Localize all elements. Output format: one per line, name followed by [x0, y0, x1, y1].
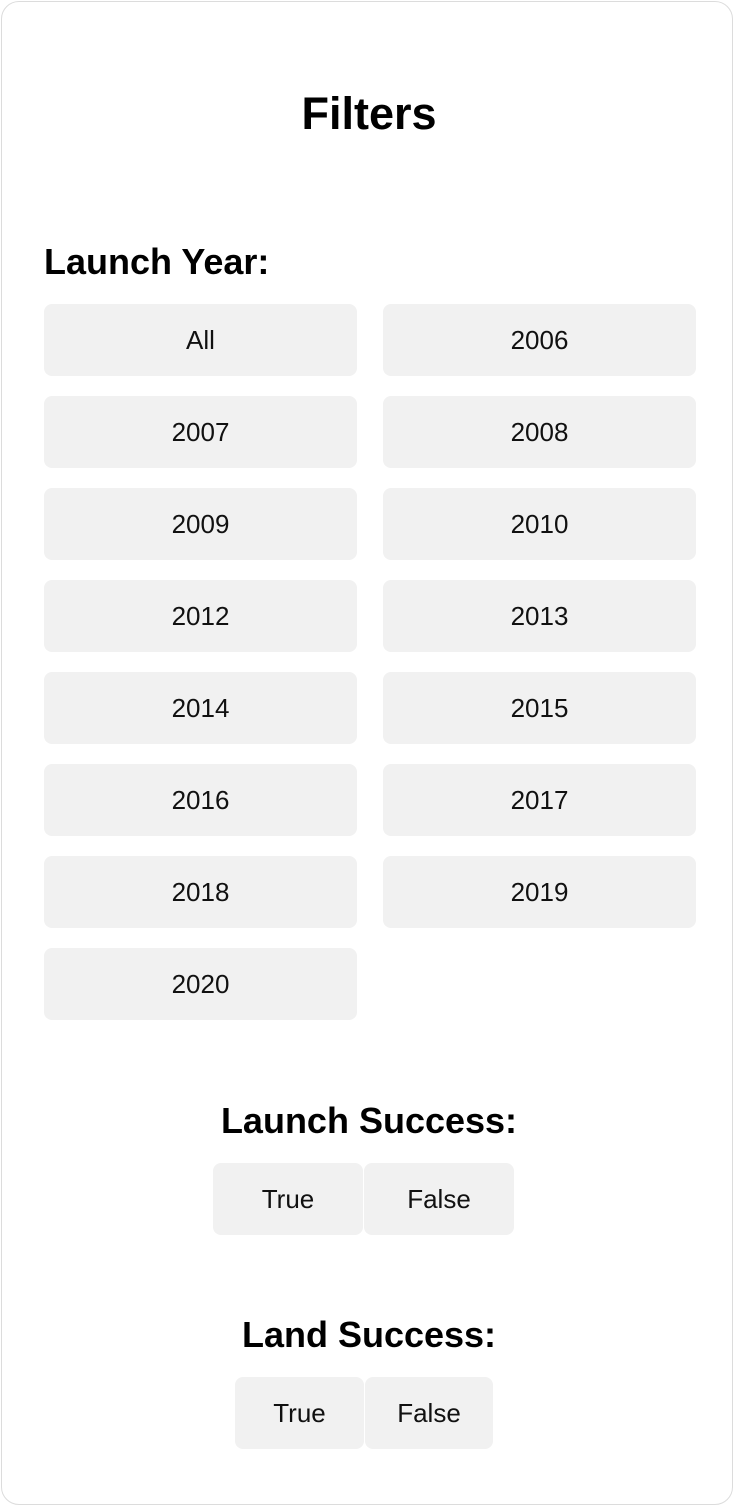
- launch-success-heading: Launch Success:: [220, 1100, 518, 1141]
- year-button-2015[interactable]: 2015: [383, 672, 696, 744]
- year-button-2010[interactable]: 2010: [383, 488, 696, 560]
- year-button-2009[interactable]: 2009: [44, 488, 357, 560]
- year-button-2012[interactable]: 2012: [44, 580, 357, 652]
- year-button-2007[interactable]: 2007: [44, 396, 357, 468]
- launch-year-options: All 2006 2007 2008 2009 2010 2012 2013 2…: [44, 304, 696, 1020]
- land-success-options: True False: [235, 1377, 493, 1449]
- year-button-2016[interactable]: 2016: [44, 764, 357, 836]
- year-button-2019[interactable]: 2019: [383, 856, 696, 928]
- land-success-false-button[interactable]: False: [365, 1377, 493, 1449]
- year-button-2013[interactable]: 2013: [383, 580, 696, 652]
- launch-success-true-button[interactable]: True: [213, 1163, 363, 1235]
- year-button-2014[interactable]: 2014: [44, 672, 357, 744]
- launch-success-options: True False: [213, 1163, 514, 1235]
- year-button-2008[interactable]: 2008: [383, 396, 696, 468]
- launch-year-heading: Launch Year:: [44, 241, 270, 282]
- year-button-2018[interactable]: 2018: [44, 856, 357, 928]
- land-success-true-button[interactable]: True: [235, 1377, 364, 1449]
- year-button-2020[interactable]: 2020: [44, 948, 357, 1020]
- year-button-all[interactable]: All: [44, 304, 357, 376]
- year-button-2017[interactable]: 2017: [383, 764, 696, 836]
- land-success-heading: Land Success:: [241, 1314, 497, 1355]
- page-title: Filters: [301, 88, 437, 139]
- year-button-2006[interactable]: 2006: [383, 304, 696, 376]
- launch-success-false-button[interactable]: False: [364, 1163, 514, 1235]
